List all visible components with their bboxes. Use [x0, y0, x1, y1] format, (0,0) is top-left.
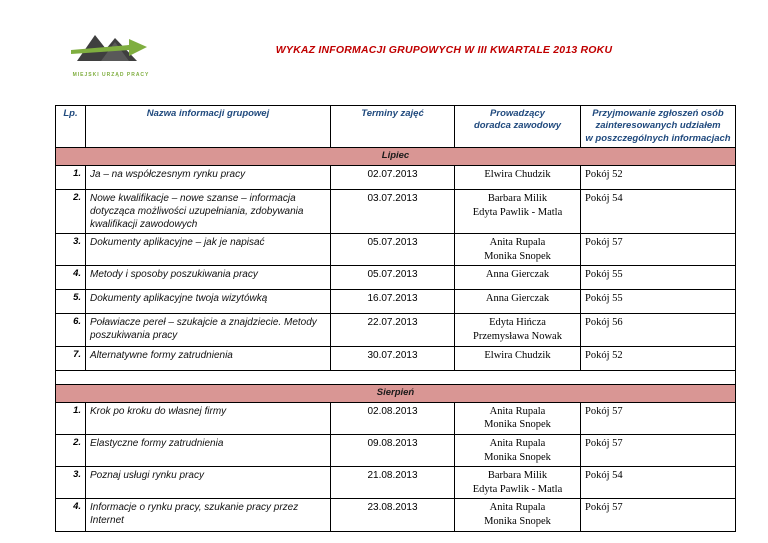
cell-name: Poławiacze pereł – szukajcie a znajdziec…: [85, 313, 331, 347]
cell-room: Pokój 52: [580, 345, 736, 371]
cell-room: Pokój 55: [580, 265, 736, 291]
cell-room: Pokój 52: [580, 165, 736, 191]
cell-lp: 2.: [55, 433, 86, 468]
spacer-cell: [55, 369, 736, 385]
col-header-lp: Lp.: [55, 104, 86, 149]
cell-date: 03.07.2013: [330, 189, 455, 235]
section-label: Sierpień: [55, 383, 736, 403]
cell-lp: 4.: [55, 265, 86, 291]
mountain-arrow-logo-icon: [71, 35, 147, 61]
section-label: Lipiec: [55, 147, 736, 167]
cell-room: Pokój 57: [580, 498, 736, 532]
table-row: 4. Metody i sposoby poszukiwania pracy 05.…: [55, 265, 736, 291]
cell-name: Alternatywne formy zatrudnienia: [85, 345, 331, 371]
cell-lp: 5.: [55, 289, 86, 315]
cell-leaders: Anita Rupala Monika Snopek: [454, 433, 581, 468]
document-header: MIEJSKI URZĄD PRACY WYKAZ INFORMACJI GRU…: [0, 20, 768, 95]
table-header-row: Lp. Nazwa informacji grupowej Terminy za…: [55, 104, 736, 149]
cell-name: Metody i sposoby poszukiwania pracy: [85, 265, 331, 291]
cell-date: 23.08.2013: [330, 498, 455, 532]
cell-lp: 4.: [55, 498, 86, 532]
cell-room: Pokój 57: [580, 401, 736, 435]
cell-lp: 1.: [55, 401, 86, 435]
cell-leaders: Elwira Chudzik: [454, 165, 581, 191]
cell-leaders: Anita Rupala Monika Snopek: [454, 233, 581, 267]
table-row: 1. Krok po kroku do własnej firmy 02.08.20…: [55, 401, 736, 435]
cell-name: Elastyczne formy zatrudnienia: [85, 433, 331, 468]
cell-date: 09.08.2013: [330, 433, 455, 468]
col-header-leader: Prowadzący doradca zawodowy: [454, 104, 581, 149]
cell-leaders: Barbara Milik Edyta Pawlik - Matla: [454, 466, 581, 500]
cell-name: Dokumenty aplikacyjne – jak je napisać: [85, 233, 331, 267]
page-title: WYKAZ INFORMACJI GRUPOWYCH W III KWARTAL…: [275, 44, 613, 56]
cell-date: 05.07.2013: [330, 265, 455, 291]
cell-name: Nowe kwalifikacje – nowe szanse – inform…: [85, 189, 331, 235]
cell-room: Pokój 56: [580, 313, 736, 347]
cell-room: Pokój 54: [580, 189, 736, 235]
table-row: 3. Dokumenty aplikacyjne – jak je napisać…: [55, 233, 736, 267]
table-row: 3. Poznaj usługi rynku pracy 21.08.2013 Bar…: [55, 466, 736, 500]
spacer-row: [55, 369, 736, 385]
table-row: 4. Informacje o rynku pracy, szukanie pra…: [55, 498, 736, 532]
cell-room: Pokój 57: [580, 233, 736, 267]
cell-lp: 3.: [55, 233, 86, 267]
cell-date: 22.07.2013: [330, 313, 455, 347]
table-row: 6. Poławiacze pereł – szukajcie a znajdzi…: [55, 313, 736, 347]
cell-date: 16.07.2013: [330, 289, 455, 315]
table-row: 5. Dokumenty aplikacyjne twoja wizytówką 1…: [55, 289, 736, 315]
cell-date: 21.08.2013: [330, 466, 455, 500]
cell-date: 02.07.2013: [330, 165, 455, 191]
cell-room: Pokój 55: [580, 289, 736, 315]
cell-lp: 3.: [55, 466, 86, 500]
table-row: 2. Nowe kwalifikacje – nowe szanse – info…: [55, 189, 736, 235]
table-row: 1. Ja – na współczesnym rynku pracy 02.07.…: [55, 165, 736, 191]
cell-lp: 7.: [55, 345, 86, 371]
cell-name: Informacje o rynku pracy, szukanie pracy…: [85, 498, 331, 532]
logo-caption: MIEJSKI URZĄD PRACY: [72, 72, 150, 78]
schedule-table: Lp. Nazwa informacji grupowej Terminy za…: [55, 104, 736, 532]
cell-leaders: Anna Gierczak: [454, 265, 581, 291]
mup-logo: MIEJSKI URZĄD PRACY: [68, 28, 154, 78]
section-header-row: Lipiec: [55, 147, 736, 167]
cell-leaders: Anita Rupala Monika Snopek: [454, 498, 581, 532]
cell-room: Pokój 54: [580, 466, 736, 500]
cell-date: 30.07.2013: [330, 345, 455, 371]
col-header-name: Nazwa informacji grupowej: [85, 104, 331, 149]
cell-lp: 1.: [55, 165, 86, 191]
col-header-room: Przyjmowanie zgłoszeń osób zainteresowan…: [580, 104, 736, 149]
cell-date: 02.08.2013: [330, 401, 455, 435]
cell-leaders: Elwira Chudzik: [454, 345, 581, 371]
section-header-row: Sierpień: [55, 383, 736, 403]
cell-leaders: Anita Rupala Monika Snopek: [454, 401, 581, 435]
table-row: 7. Alternatywne formy zatrudnienia 30.07.2…: [55, 345, 736, 371]
cell-lp: 2.: [55, 189, 86, 235]
cell-date: 05.07.2013: [330, 233, 455, 267]
cell-leaders: Barbara Milik Edyta Pawlik - Matla: [454, 189, 581, 235]
cell-room: Pokój 57: [580, 433, 736, 468]
cell-leaders: Edyta Hińcza Przemysława Nowak: [454, 313, 581, 347]
cell-name: Poznaj usługi rynku pracy: [85, 466, 331, 500]
cell-name: Ja – na współczesnym rynku pracy: [85, 165, 331, 191]
cell-name: Dokumenty aplikacyjne twoja wizytówką: [85, 289, 331, 315]
cell-lp: 6.: [55, 313, 86, 347]
cell-name: Krok po kroku do własnej firmy: [85, 401, 331, 435]
table-row: 2. Elastyczne formy zatrudnienia 09.08.201…: [55, 433, 736, 468]
cell-leaders: Anna Gierczak: [454, 289, 581, 315]
col-header-date: Terminy zajęć: [330, 104, 455, 149]
